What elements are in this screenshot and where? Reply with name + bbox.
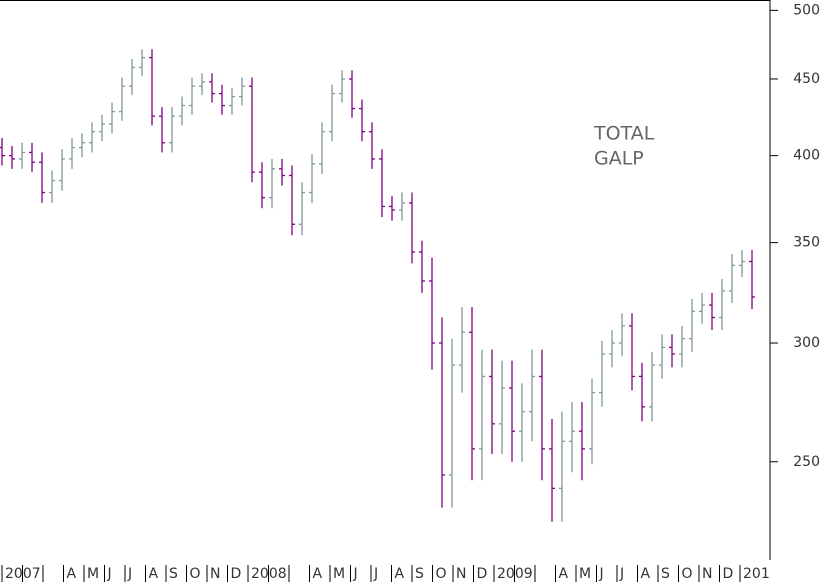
x-tick-label: S bbox=[661, 566, 670, 582]
y-tick-label: 400 bbox=[793, 148, 820, 164]
annotation: GALP bbox=[594, 148, 644, 170]
x-tick-label: M bbox=[87, 566, 99, 582]
x-tick-label: A bbox=[641, 566, 651, 582]
x-tick-label: N bbox=[210, 566, 220, 582]
x-tick-label: M bbox=[579, 566, 591, 582]
x-tick-label: J bbox=[599, 566, 604, 582]
y-tick-label: 350 bbox=[793, 235, 820, 251]
x-tick-label: J bbox=[353, 566, 358, 582]
x-tick-label: A bbox=[67, 566, 77, 582]
x-tick-label: O bbox=[190, 566, 201, 582]
x-tick-label: S bbox=[415, 566, 424, 582]
x-tick-label: D bbox=[477, 566, 488, 582]
y-tick-label: 450 bbox=[793, 71, 820, 87]
y-tick-label: 300 bbox=[793, 335, 820, 351]
x-tick-label: M bbox=[333, 566, 345, 582]
x-tick-label: A bbox=[395, 566, 405, 582]
x-tick-label: O bbox=[682, 566, 693, 582]
x-tick-label: J bbox=[127, 566, 132, 582]
x-tick-label: S bbox=[169, 566, 178, 582]
x-tick-label: J bbox=[619, 566, 624, 582]
x-tick-label: N bbox=[702, 566, 712, 582]
x-tick-label: J bbox=[107, 566, 112, 582]
x-tick-label: 201 bbox=[743, 566, 770, 582]
x-tick-label: D bbox=[723, 566, 734, 582]
y-tick-label: 500 bbox=[793, 2, 820, 18]
x-tick-label: O bbox=[436, 566, 447, 582]
y-tick-label: 250 bbox=[793, 454, 820, 470]
x-tick-label: N bbox=[456, 566, 466, 582]
x-tick-label: D bbox=[231, 566, 242, 582]
x-tick-label: A bbox=[313, 566, 323, 582]
annotation: TOTAL bbox=[593, 123, 655, 145]
x-tick-label: J bbox=[373, 566, 378, 582]
x-tick-label: A bbox=[559, 566, 569, 582]
x-tick-label: A bbox=[149, 566, 159, 582]
